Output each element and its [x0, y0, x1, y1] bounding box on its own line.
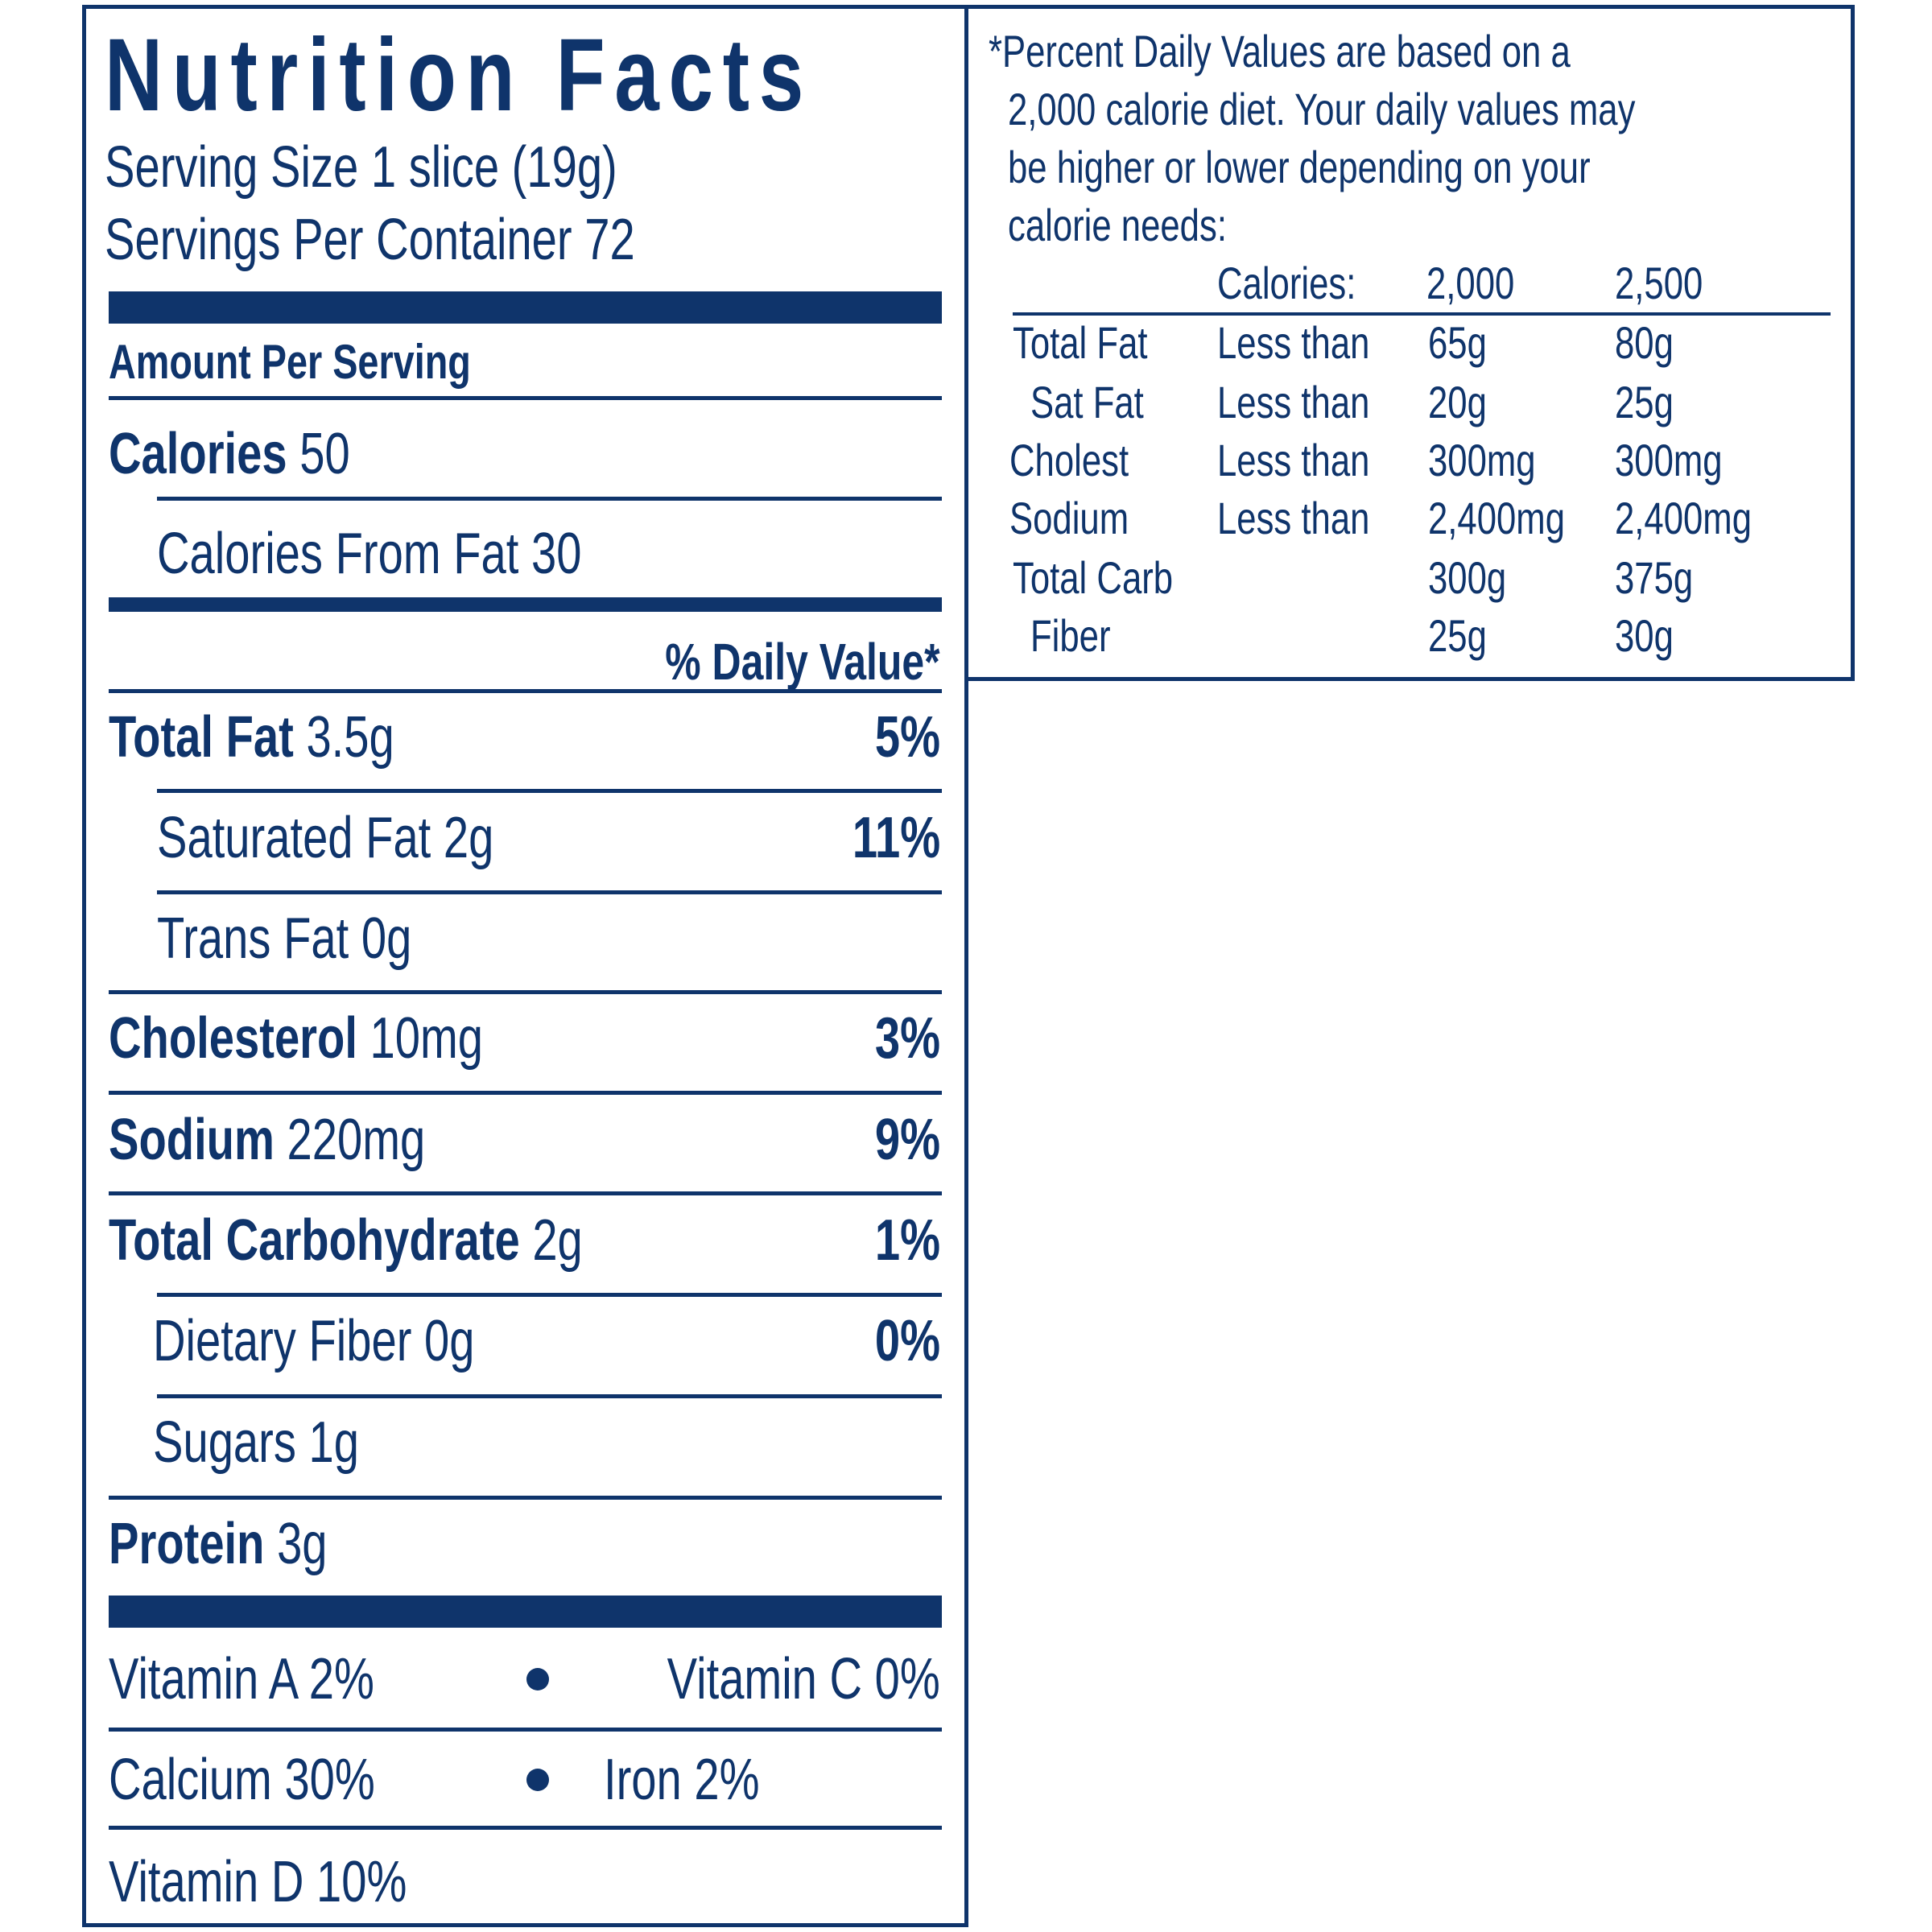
- dv-row-qualifier: Less than: [1217, 377, 1370, 427]
- dv-row-qualifier: Less than: [1217, 435, 1370, 485]
- vitamin-a: Vitamin A 2%: [109, 1647, 374, 1711]
- divider: [157, 497, 942, 501]
- dv-row-2000: 300mg: [1428, 435, 1536, 485]
- nutrient-row-total-carbohydrate: Total Carbohydrate 2g: [109, 1208, 583, 1273]
- dv-row-2500: 300mg: [1615, 435, 1723, 485]
- dv-row-2000: 2,400mg: [1428, 493, 1565, 543]
- nutrition-facts-panel: [82, 5, 968, 1927]
- dv-row-2000: 300g: [1428, 552, 1507, 603]
- divider: [157, 890, 942, 894]
- divider: [109, 1091, 942, 1095]
- iron: Iron 2%: [604, 1748, 760, 1812]
- divider: [109, 1191, 942, 1195]
- divider: [109, 1826, 942, 1830]
- footnote-line-4: calorie needs:: [1008, 200, 1227, 250]
- calories-from-fat: Calories From Fat 30: [157, 522, 582, 586]
- dv-row-2500: 2,400mg: [1615, 493, 1752, 543]
- dv-table-header-calories: Calories:: [1217, 258, 1356, 308]
- footnote-line-3: be higher or lower depending on your: [1008, 142, 1591, 192]
- serving-size: Serving Size 1 slice (19g): [105, 135, 617, 200]
- dv-row-2500: 80g: [1615, 317, 1674, 368]
- thick-divider: [109, 291, 942, 324]
- calcium: Calcium 30%: [109, 1748, 375, 1812]
- dv-table-header-2500: 2,500: [1615, 258, 1703, 308]
- divider: [109, 1496, 942, 1500]
- dv-row-nutrient: Fiber: [1030, 610, 1111, 661]
- medium-divider: [109, 597, 942, 612]
- nutrient-row-sugars: Sugars 1g: [153, 1410, 360, 1475]
- dv-saturated-fat: 11%: [852, 806, 940, 870]
- dv-table-rule: [1013, 312, 1831, 316]
- dv-sodium: 9%: [874, 1108, 940, 1172]
- footnote-line-1: *Percent Daily Values are based on a: [989, 26, 1571, 76]
- thick-divider: [109, 1596, 942, 1628]
- dv-row-nutrient: Total Fat: [1013, 317, 1148, 368]
- dv-row-2000: 65g: [1428, 317, 1487, 368]
- vitamin-d: Vitamin D 10%: [109, 1850, 407, 1914]
- daily-value-header: % Daily Value*: [665, 633, 940, 691]
- nutrient-row-trans-fat: Trans Fat 0g: [157, 906, 412, 971]
- dv-table-header-2000: 2,000: [1426, 258, 1515, 308]
- dv-row-2500: 30g: [1615, 610, 1674, 661]
- daily-values-footnote-box: [967, 5, 1855, 681]
- calories-row: Calories 50: [109, 425, 418, 483]
- bullet-separator: [526, 1668, 549, 1690]
- panel-title: Nutrition Facts: [105, 18, 813, 133]
- nutrient-row-saturated-fat: Saturated Fat 2g: [157, 806, 494, 870]
- dv-cholesterol: 3%: [874, 1006, 940, 1071]
- servings-per-container: Servings Per Container 72: [105, 208, 635, 272]
- nutrient-row-total-fat: Total Fat 3.5g: [109, 705, 394, 770]
- divider: [157, 1394, 942, 1398]
- divider: [157, 789, 942, 793]
- dv-row-2500: 375g: [1615, 552, 1694, 603]
- dv-total-carbohydrate: 1%: [874, 1208, 940, 1273]
- vitamin-c: Vitamin C 0%: [667, 1647, 940, 1711]
- footnote-line-2: 2,000 calorie diet. Your daily values ma…: [1008, 84, 1636, 134]
- dv-row-nutrient: Cholest: [1009, 435, 1129, 485]
- nutrient-row-dietary-fiber: Dietary Fiber 0g: [153, 1309, 475, 1373]
- dv-dietary-fiber: 0%: [874, 1309, 940, 1373]
- amount-per-serving: Amount Per Serving: [109, 335, 471, 389]
- dv-row-2000: 20g: [1428, 377, 1487, 427]
- dv-row-qualifier: Less than: [1217, 493, 1370, 543]
- dv-row-nutrient: Total Carb: [1013, 552, 1174, 603]
- divider: [109, 990, 942, 994]
- nutrient-row-protein: Protein 3g: [109, 1512, 328, 1576]
- divider: [109, 1728, 942, 1732]
- divider: [109, 689, 942, 693]
- nutrient-row-sodium: Sodium 220mg: [109, 1108, 426, 1172]
- dv-row-qualifier: Less than: [1217, 317, 1370, 368]
- divider: [109, 396, 942, 400]
- dv-row-nutrient: Sodium: [1009, 493, 1129, 543]
- dv-total-fat: 5%: [874, 705, 940, 770]
- bullet-separator: [526, 1769, 549, 1791]
- calories-value: 50: [299, 422, 350, 486]
- calories-label: Calories: [109, 422, 287, 486]
- nutrient-row-cholesterol: Cholesterol 10mg: [109, 1006, 484, 1071]
- divider: [157, 1293, 942, 1297]
- dv-row-nutrient: Sat Fat: [1030, 377, 1144, 427]
- dv-row-2000: 25g: [1428, 610, 1487, 661]
- dv-row-2500: 25g: [1615, 377, 1674, 427]
